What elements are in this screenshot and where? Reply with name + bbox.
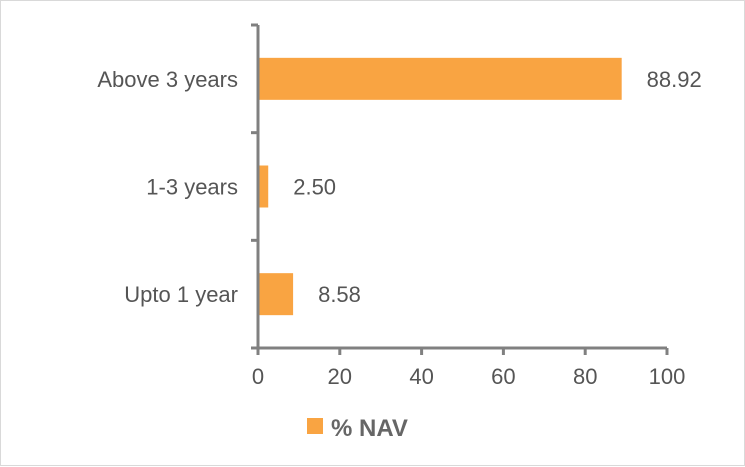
legend-swatch	[307, 418, 323, 434]
category-label-upto-1-year: Upto 1 year	[124, 282, 238, 307]
x-tick-label-40: 40	[409, 364, 433, 389]
bar-above-3-years	[258, 57, 622, 100]
category-label-above-3-years: Above 3 years	[97, 67, 238, 92]
data-label-1-3-years: 2.50	[293, 175, 336, 200]
bar-1-3-years	[258, 165, 269, 208]
x-tick-label-60: 60	[491, 364, 515, 389]
x-tick-label-20: 20	[328, 364, 352, 389]
data-label-upto-1-year: 8.58	[318, 282, 361, 307]
legend-label: % NAV	[331, 415, 408, 442]
x-tick-label-80: 80	[573, 364, 597, 389]
category-label-1-3-years: 1-3 years	[146, 175, 238, 200]
data-label-above-3-years: 88.92	[647, 67, 702, 92]
x-tick-label-100: 100	[649, 364, 686, 389]
x-tick-label-0: 0	[252, 364, 264, 389]
bar-upto-1-year	[258, 273, 294, 316]
